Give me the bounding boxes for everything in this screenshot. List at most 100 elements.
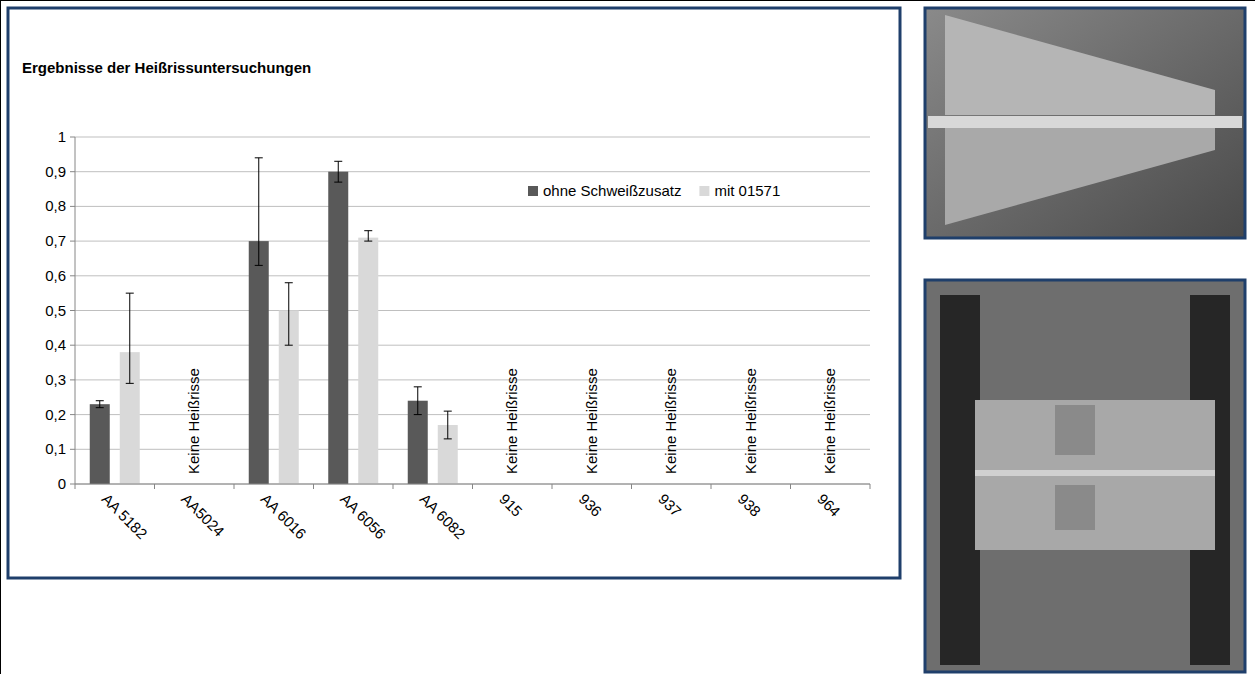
- x-tick-label: AA 6016: [258, 490, 310, 542]
- page-border: [0, 0, 1255, 1]
- y-tick: [70, 137, 75, 138]
- error-cap: [126, 293, 134, 294]
- photo-frame: [925, 8, 1245, 238]
- error-cap: [255, 265, 263, 266]
- x-tick-label: AA 5182: [99, 490, 151, 542]
- error-stem: [447, 411, 448, 439]
- y-tick-label: 0,4: [45, 336, 66, 353]
- error-bar: [96, 401, 104, 408]
- error-cap: [364, 230, 372, 231]
- error-stem: [258, 158, 259, 266]
- error-cap: [414, 414, 422, 415]
- error-cap: [334, 161, 342, 162]
- x-tick-label: 938: [735, 490, 765, 520]
- chart-title: Ergebnisse der Heißrissuntersuchungen: [22, 59, 311, 76]
- y-tick-label: 0,8: [45, 197, 66, 214]
- x-tick: [393, 484, 394, 489]
- legend-label: ohne Schweißzusatz: [543, 182, 681, 199]
- error-stem: [288, 283, 289, 345]
- error-bar: [414, 387, 422, 415]
- error-cap: [444, 438, 452, 439]
- photo-weld: [928, 116, 1242, 128]
- photo-top: [925, 8, 1245, 238]
- page-border: [0, 0, 1, 674]
- error-cap: [255, 157, 263, 158]
- photo-plate: [1055, 485, 1095, 530]
- grid-line: [75, 345, 870, 346]
- y-tick: [70, 379, 75, 380]
- y-tick-label: 1: [58, 128, 66, 145]
- photo-sheet: [945, 15, 1215, 115]
- x-tick-label: 937: [655, 490, 685, 520]
- x-tick-label: AA5024: [178, 490, 228, 540]
- legend: ohne Schweißzusatz mit 01571: [528, 182, 780, 199]
- x-tick: [870, 484, 871, 489]
- grid-line: [75, 171, 870, 172]
- error-cap: [444, 411, 452, 412]
- y-tick-label: 0,2: [45, 406, 66, 423]
- x-tick: [711, 484, 712, 489]
- y-tick: [70, 171, 75, 172]
- y-tick: [70, 241, 75, 242]
- chart-frame: [8, 8, 900, 578]
- bar: [358, 238, 378, 484]
- x-tick: [313, 484, 314, 489]
- error-cap: [126, 383, 134, 384]
- photo-plate: [975, 400, 1215, 550]
- error-bar: [285, 283, 293, 345]
- y-tick-label: 0,6: [45, 267, 66, 284]
- annotation: Keine Heißrisse: [821, 368, 838, 474]
- error-stem: [129, 293, 130, 383]
- x-tick-label: AA 6056: [337, 490, 389, 542]
- legend-swatch: [528, 186, 538, 196]
- y-tick: [70, 484, 75, 485]
- x-tick: [552, 484, 553, 489]
- marks: [90, 158, 458, 484]
- error-stem: [99, 401, 100, 408]
- x-tick-label: 936: [576, 490, 606, 520]
- error-cap: [414, 386, 422, 387]
- photo-sheet: [945, 128, 1215, 225]
- y-tick: [70, 345, 75, 346]
- x-tick-label: 964: [814, 490, 844, 520]
- error-bar: [364, 231, 372, 241]
- grid-line: [75, 137, 870, 138]
- y-tick: [70, 275, 75, 276]
- annotation: Keine Heißrisse: [503, 368, 520, 474]
- error-bar: [444, 411, 452, 439]
- annotation: Keine Heißrisse: [583, 368, 600, 474]
- y-axis: [75, 137, 76, 484]
- y-tick: [70, 449, 75, 450]
- legend-label: mit 01571: [714, 182, 780, 199]
- y-tick-label: 0,5: [45, 302, 66, 319]
- error-cap: [364, 241, 372, 242]
- x-tick: [790, 484, 791, 489]
- annotation: Keine Heißrisse: [662, 368, 679, 474]
- error-stem: [417, 387, 418, 415]
- grid-line: [75, 310, 870, 311]
- error-bar: [255, 158, 263, 266]
- error-bar: [334, 161, 342, 182]
- legend-swatch: [699, 186, 709, 196]
- bar: [328, 172, 348, 484]
- error-bar: [126, 293, 134, 383]
- error-cap: [334, 182, 342, 183]
- y-tick: [70, 206, 75, 207]
- annotation: Keine Heißrisse: [742, 368, 759, 474]
- photo-clamp: [940, 295, 980, 665]
- page: Ergebnisse der Heißrissuntersuchungen 0 0,…: [0, 0, 1255, 674]
- x-tick-label: 915: [496, 490, 526, 520]
- y-tick: [70, 414, 75, 415]
- grid-line: [75, 275, 870, 276]
- bar: [249, 241, 269, 484]
- x-tick: [472, 484, 473, 489]
- y-tick-label: 0: [58, 475, 66, 492]
- error-stem: [338, 161, 339, 182]
- x-tick: [631, 484, 632, 489]
- y-tick: [70, 310, 75, 311]
- error-stem: [368, 231, 369, 241]
- error-cap: [285, 282, 293, 283]
- photo-plate: [1055, 405, 1095, 455]
- x-tick: [75, 484, 76, 489]
- error-cap: [285, 345, 293, 346]
